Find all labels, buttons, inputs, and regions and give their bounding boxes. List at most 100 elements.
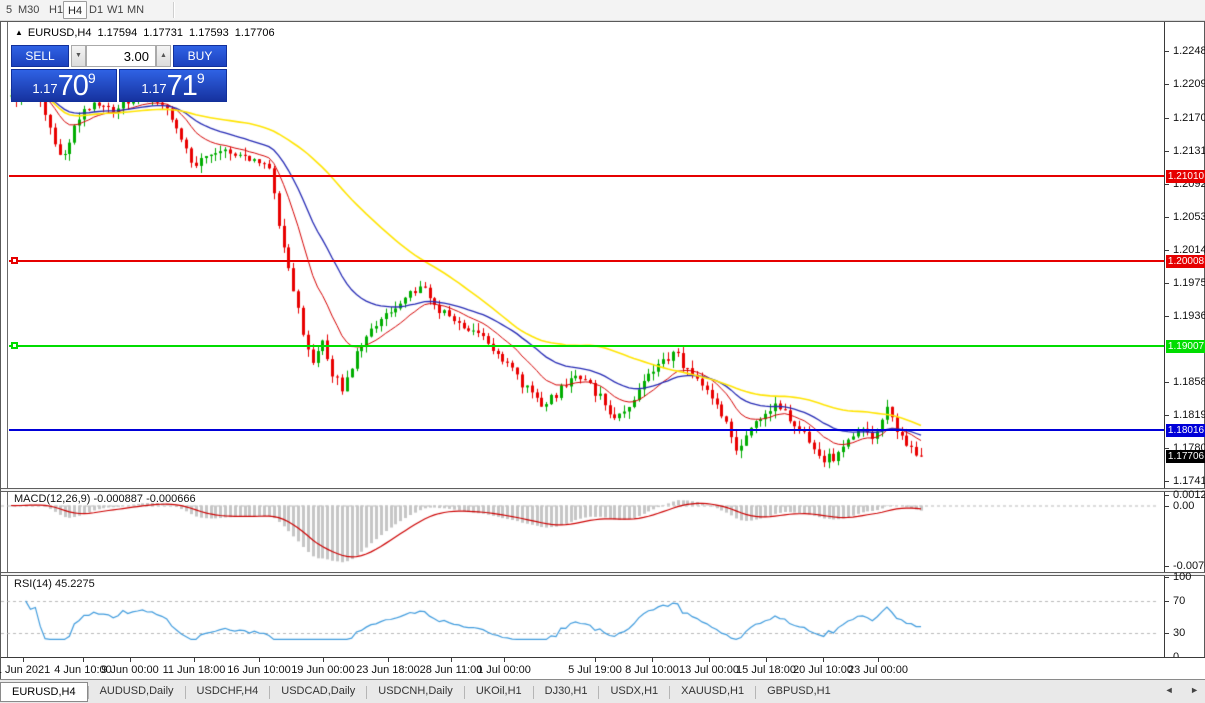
price-tag-1.17706: 1.17706: [1166, 450, 1205, 463]
chart-tab-ukoil-h1[interactable]: UKOil,H1: [475, 685, 522, 697]
tab-separator: [669, 686, 671, 699]
pane-separator-macd[interactable]: [1, 488, 1205, 492]
chart-tab-usdcnh-daily[interactable]: USDCNH,Daily: [378, 685, 453, 697]
level-drag-handle[interactable]: [11, 342, 18, 349]
timeframe-button-5[interactable]: 5: [6, 4, 13, 16]
price-axis-label: 1.18580: [1173, 376, 1205, 388]
rsi-axis-tick: [1165, 601, 1169, 602]
price-axis-label: 1.22480: [1173, 45, 1205, 57]
time-axis-label: 9 Jun 00:00: [101, 664, 159, 676]
level-drag-handle[interactable]: [11, 257, 18, 264]
time-axis-label: 1 Jun 2021: [0, 664, 51, 676]
macd-axis-label: 0.001232: [1173, 489, 1205, 501]
time-axis-label: 23 Jul 00:00: [848, 664, 908, 676]
price-tag-1.21010: 1.21010: [1166, 170, 1205, 183]
price-axis-label: 1.21310: [1173, 145, 1205, 157]
time-axis-tick: [451, 658, 452, 662]
rsi-axis-tick: [1165, 577, 1169, 578]
chart-ohlc-header: ▲ EURUSD,H4 1.17594 1.17731 1.17593 1.17706: [15, 27, 275, 39]
price-axis-line: [1164, 22, 1165, 657]
macd-canvas[interactable]: [1, 492, 1164, 572]
rsi-axis-label: 30: [1173, 627, 1186, 639]
price-axis-label: 1.20140: [1173, 244, 1205, 256]
one-click-trade-panel: SELL ▼ ▲ BUY 1.17709 1.17719: [11, 45, 227, 102]
timeframe-button-m30[interactable]: M30: [18, 4, 40, 16]
tab-scrollers: ◄ ►: [1151, 685, 1199, 695]
macd-axis-label: -0.00707: [1173, 560, 1205, 572]
chart-tab-usdchf-h4[interactable]: USDCHF,H4: [196, 685, 259, 697]
volume-decrease-button[interactable]: ▼: [71, 45, 86, 67]
tab-separator: [598, 686, 600, 699]
tab-scroll-right-icon[interactable]: ►: [1190, 685, 1199, 695]
time-axis-tick: [823, 658, 824, 662]
timeframe-button-h4[interactable]: H4: [63, 1, 88, 19]
ohlc-high: 1.17731: [143, 27, 184, 39]
timeframe-button-h1[interactable]: H1: [49, 4, 64, 16]
price-axis-label: 1.19750: [1173, 277, 1205, 289]
ask-price-display[interactable]: 1.17719: [119, 69, 227, 102]
macd-label: MACD(12,26,9) -0.000887 -0.000666: [14, 493, 196, 505]
rsi-canvas[interactable]: [1, 576, 1164, 657]
chart-left-frame: [1, 22, 8, 657]
tab-separator: [87, 686, 89, 699]
sell-button[interactable]: SELL: [11, 45, 69, 67]
chart-tab-gbpusd-h1[interactable]: GBPUSD,H1: [767, 685, 831, 697]
time-axis-label: 28 Jun 11:00: [419, 664, 483, 676]
horizontal-level-line-1.19007[interactable]: [9, 345, 1164, 347]
time-axis-tick: [83, 658, 84, 662]
chart-tab-usdcad-daily[interactable]: USDCAD,Daily: [281, 685, 356, 697]
rsi-axis-tick: [1165, 633, 1169, 634]
volume-input[interactable]: [86, 45, 156, 67]
time-axis-label: 11 Jun 18:00: [162, 664, 226, 676]
chart-tab-eurusd-h4[interactable]: EURUSD,H4: [0, 682, 88, 702]
time-axis-tick: [504, 658, 505, 662]
timeframe-button-w1[interactable]: W1: [107, 4, 124, 16]
tab-separator: [532, 686, 534, 699]
time-axis-tick: [388, 658, 389, 662]
time-axis-tick: [194, 658, 195, 662]
timeframe-button-mn[interactable]: MN: [127, 4, 145, 16]
horizontal-level-line-1.20008[interactable]: [9, 260, 1164, 262]
buy-button[interactable]: BUY: [173, 45, 227, 67]
chart-tab-usdx-h1[interactable]: USDX,H1: [610, 685, 659, 697]
tab-separator: [269, 686, 271, 699]
bid-price-display[interactable]: 1.17709: [11, 69, 117, 102]
ask-pip-digit: 9: [196, 70, 205, 86]
price-axis-label: 1.18190: [1173, 409, 1205, 421]
tab-scroll-left-icon[interactable]: ◄: [1164, 685, 1174, 695]
horizontal-level-line-1.18016[interactable]: [9, 429, 1164, 431]
chart-tab-dj30-h1[interactable]: DJ30,H1: [544, 685, 588, 697]
price-axis-label: 1.22090: [1173, 78, 1205, 90]
bid-pip-digit: 9: [87, 70, 96, 86]
horizontal-level-line-1.2101[interactable]: [9, 175, 1164, 177]
tab-separator: [184, 686, 186, 699]
chart-tab-audusd-daily[interactable]: AUDUSD,Daily: [99, 685, 174, 697]
bid-prefix: 1.17: [32, 81, 58, 96]
time-axis-label: 23 Jun 18:00: [356, 664, 420, 676]
pane-separator-rsi[interactable]: [1, 572, 1205, 576]
time-axis-label: 16 Jun 10:00: [227, 664, 291, 676]
ask-prefix: 1.17: [141, 81, 167, 96]
macd-axis-label: 0.00: [1173, 500, 1195, 512]
chart-tab-xauusd-h1[interactable]: XAUUSD,H1: [681, 685, 745, 697]
chart-symbol: EURUSD,H4: [27, 27, 92, 39]
toolbar-separator: [173, 2, 175, 18]
time-axis-tick: [878, 658, 879, 662]
price-axis-label: 1.20530: [1173, 211, 1205, 223]
price-axis-tick: [1165, 283, 1169, 284]
volume-increase-button[interactable]: ▲: [156, 45, 171, 67]
price-axis-tick: [1165, 151, 1169, 152]
macd-axis-tick: [1165, 495, 1169, 496]
price-axis-tick: [1165, 250, 1169, 251]
timeframe-toolbar: 5 M30 H1 H4 D1 W1 MN: [0, 0, 1205, 21]
collapse-triangle-icon[interactable]: ▲: [15, 28, 23, 37]
tab-separator: [755, 686, 757, 699]
ohlc-close: 1.17706: [234, 27, 275, 39]
price-axis-label: 1.17410: [1173, 475, 1205, 487]
time-axis-label: 4 Jun 10:00: [54, 664, 112, 676]
price-axis-tick: [1165, 415, 1169, 416]
timeframe-button-d1[interactable]: D1: [89, 4, 104, 16]
price-tag-1.19007: 1.19007: [1166, 340, 1205, 353]
rsi-axis-label: 100: [1173, 571, 1192, 583]
price-axis-tick: [1165, 448, 1169, 449]
